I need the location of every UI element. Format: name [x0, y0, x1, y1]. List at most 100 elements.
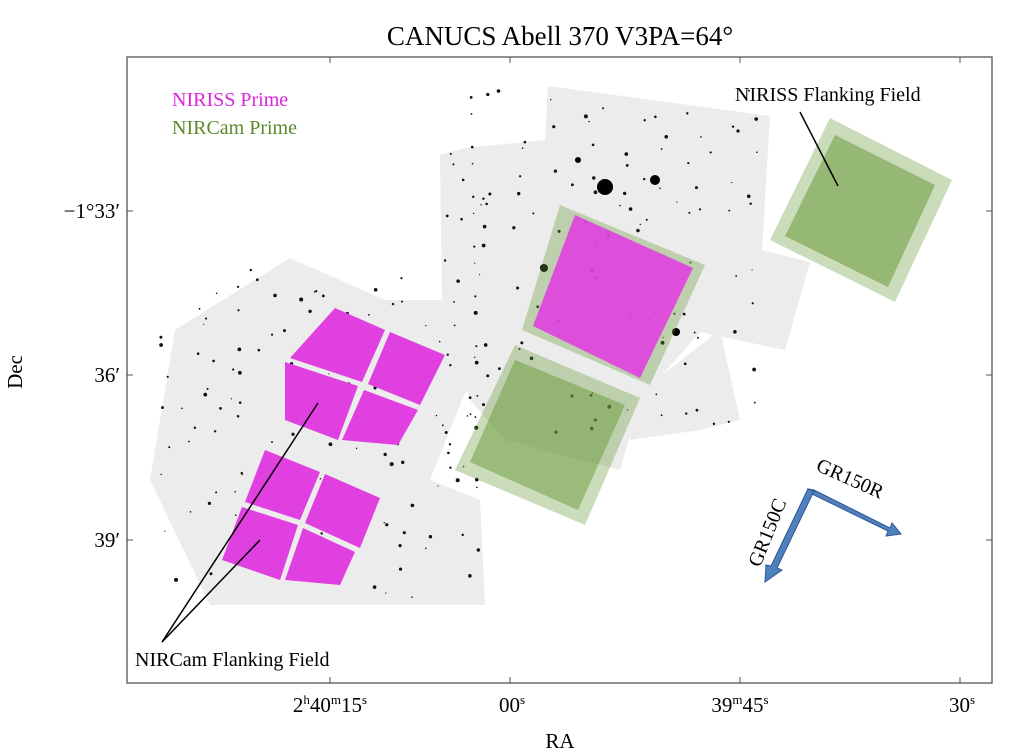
star	[237, 347, 242, 352]
star	[198, 307, 201, 310]
star	[474, 262, 476, 264]
star	[736, 129, 740, 133]
star	[232, 368, 235, 371]
star	[453, 300, 455, 303]
star	[168, 446, 171, 449]
star	[389, 462, 394, 467]
star	[425, 547, 427, 550]
galaxy	[650, 175, 660, 185]
star	[181, 407, 183, 410]
star	[425, 324, 427, 327]
star	[662, 336, 664, 339]
star	[234, 490, 237, 493]
y-axis	[127, 210, 992, 541]
star	[443, 259, 447, 262]
legend-niriss-prime: NIRISS Prime	[172, 89, 288, 111]
star	[751, 269, 753, 271]
figure-title: CANUCS Abell 370 V3PA=64°	[387, 21, 733, 51]
star	[385, 592, 387, 594]
star	[193, 426, 197, 429]
legend-nircam-prime: NIRCam Prime	[172, 117, 297, 139]
star	[271, 441, 273, 443]
star	[591, 143, 595, 147]
star	[660, 148, 663, 150]
star	[474, 356, 476, 359]
star	[474, 295, 477, 298]
star	[480, 204, 482, 206]
star	[476, 486, 478, 489]
star	[516, 191, 521, 196]
star	[518, 347, 521, 350]
gr150c-label: GR150C	[744, 496, 791, 570]
star	[468, 574, 472, 578]
star	[470, 113, 473, 115]
star	[438, 340, 441, 343]
star	[328, 442, 333, 447]
star	[456, 279, 460, 283]
star	[483, 343, 488, 347]
star	[625, 163, 629, 167]
star	[189, 511, 192, 513]
star	[472, 195, 475, 199]
star	[373, 287, 378, 292]
star	[320, 532, 323, 535]
star	[654, 115, 657, 119]
stars	[159, 89, 758, 598]
star	[752, 367, 757, 372]
star	[402, 531, 406, 535]
star	[215, 491, 218, 494]
star	[383, 452, 387, 457]
star	[368, 313, 370, 316]
nircam-flanking-pointer-1	[161, 402, 319, 643]
star	[712, 422, 716, 426]
star	[521, 147, 524, 150]
star	[398, 544, 402, 548]
star	[693, 331, 696, 334]
star	[219, 406, 222, 410]
star	[449, 466, 452, 469]
star	[486, 92, 490, 97]
star	[475, 345, 478, 348]
star	[437, 485, 439, 487]
star	[481, 243, 486, 248]
star	[372, 585, 377, 589]
star	[460, 217, 463, 221]
star	[676, 201, 678, 203]
star	[452, 163, 455, 166]
star	[237, 309, 240, 312]
star	[446, 353, 449, 356]
star	[273, 293, 277, 298]
star	[660, 414, 663, 417]
star	[174, 577, 179, 582]
star	[624, 152, 629, 156]
star	[753, 401, 756, 404]
star	[476, 548, 481, 552]
star	[557, 229, 561, 233]
star	[473, 310, 478, 315]
star	[447, 451, 450, 455]
star	[466, 415, 469, 417]
star	[308, 309, 312, 313]
star	[552, 125, 556, 129]
star	[683, 362, 687, 366]
star	[688, 211, 691, 214]
star	[518, 175, 522, 178]
star	[735, 275, 738, 277]
y-tick-label: −1°33′	[64, 199, 120, 223]
star	[385, 523, 389, 527]
star	[727, 420, 730, 423]
star	[428, 535, 433, 539]
star	[328, 373, 330, 375]
x-tick-label: 30s	[949, 692, 975, 717]
star	[733, 329, 737, 334]
star	[461, 178, 465, 182]
star	[411, 596, 413, 598]
x-tick-labels: 2h40m15s 00s 39m45s 30s	[293, 692, 975, 717]
star	[700, 136, 702, 138]
dispersion-arrows: GR150R GR150C	[744, 454, 902, 584]
star	[628, 207, 633, 211]
star	[236, 285, 240, 288]
star	[196, 352, 200, 355]
star	[523, 140, 527, 144]
star	[410, 503, 415, 508]
